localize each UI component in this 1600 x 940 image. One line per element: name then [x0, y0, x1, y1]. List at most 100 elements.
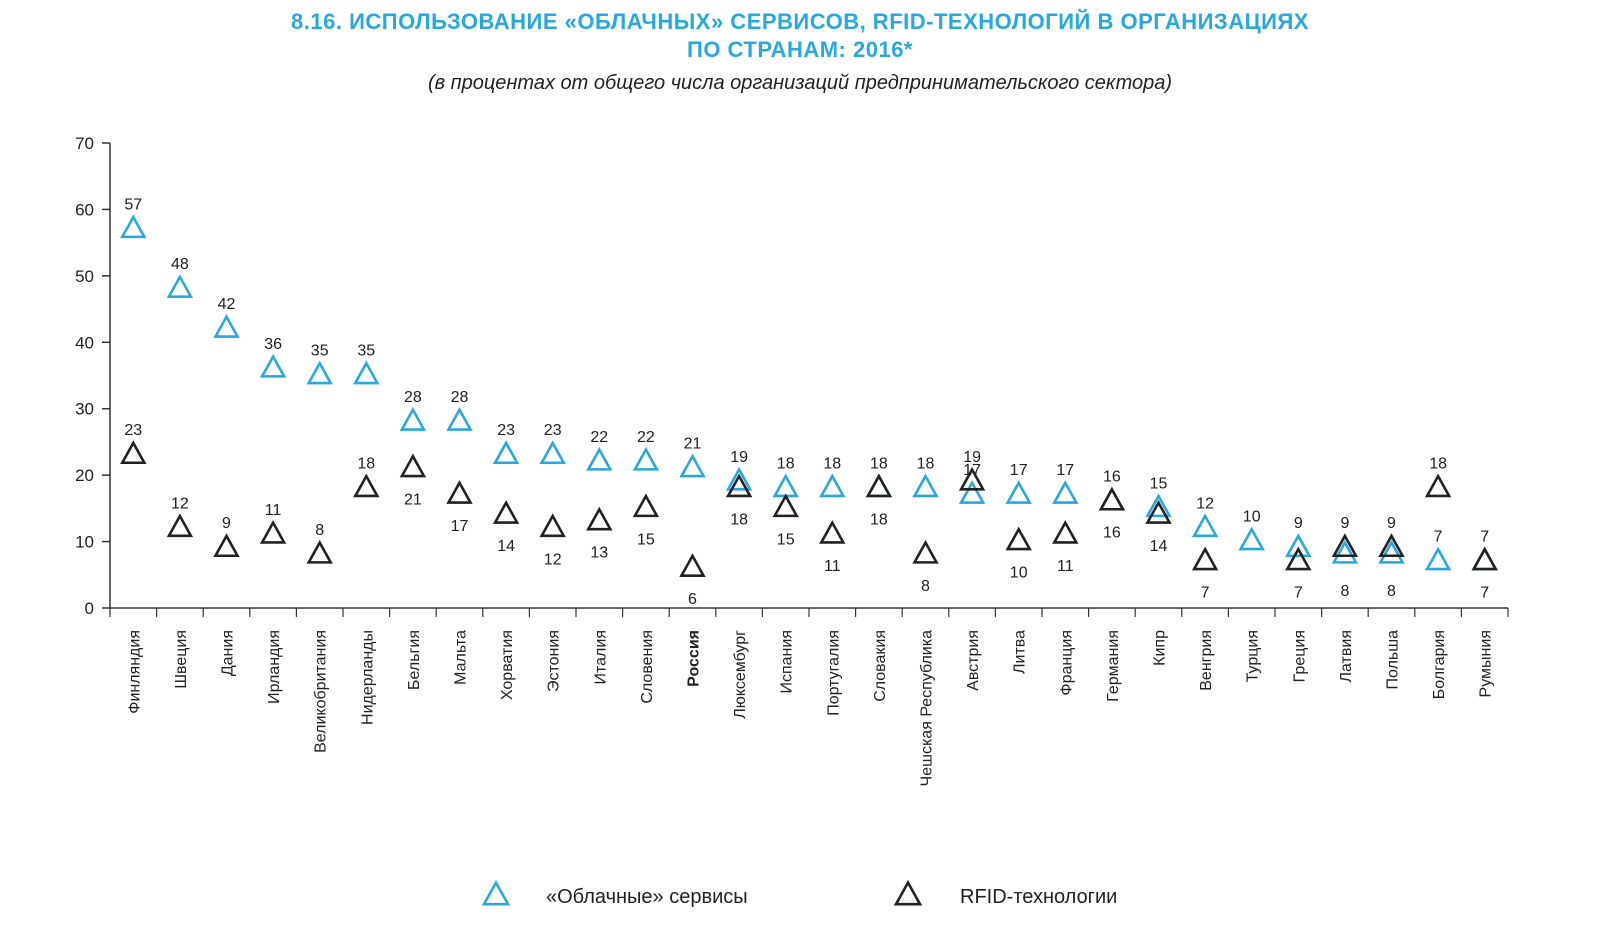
- category-label: Хорватия: [499, 630, 516, 700]
- y-tick-label: 10: [75, 533, 94, 552]
- cloud-point: [912, 473, 939, 498]
- cloud-point: [679, 453, 706, 478]
- category-label: Бельгия: [406, 630, 423, 690]
- category-label: Словения: [639, 630, 656, 704]
- cloud-point: [1424, 546, 1452, 571]
- rfid-point: [912, 539, 939, 564]
- cloud-value-label: 22: [590, 429, 608, 446]
- cloud-point: [1378, 539, 1405, 564]
- legend-item-cloud: «Облачные» сервисы: [481, 879, 748, 908]
- rfid-point: [213, 533, 240, 558]
- rfid-value-label: 23: [124, 422, 142, 439]
- cloud-value-label: 48: [171, 256, 189, 273]
- rfid-value-label: 21: [404, 492, 422, 509]
- rfid-point: [353, 473, 380, 498]
- rfid-point: [632, 493, 660, 518]
- cloud-point: [306, 360, 333, 385]
- rfid-point: [1471, 546, 1498, 571]
- rfid-point: [772, 493, 799, 518]
- category-label: Люксембург: [732, 630, 749, 719]
- cloud-point: [353, 360, 380, 385]
- category-label: Чешская Республика: [919, 630, 936, 787]
- rfid-point: [166, 513, 194, 538]
- chart-title-line2: ПО СТРАНАМ: 2016*: [687, 37, 913, 62]
- category-label: Латвия: [1338, 630, 1355, 682]
- category-label: Нидерланды: [359, 630, 376, 725]
- category-label: Эстония: [546, 630, 563, 692]
- cloud-value-label: 19: [730, 449, 748, 466]
- cloud-value-label: 35: [311, 343, 329, 360]
- legend-rfid-triangle-icon: [893, 879, 923, 906]
- cloud-value-label: 17: [1056, 462, 1074, 479]
- cloud-point: [1052, 480, 1079, 504]
- cloud-value-label: 17: [1010, 462, 1028, 479]
- category-label: Россия: [686, 630, 703, 687]
- cloud-value-label: 23: [544, 422, 562, 439]
- rfid-value-label: 14: [1150, 538, 1168, 555]
- legend: «Облачные» сервисы RFID-технологии: [481, 879, 1117, 908]
- chart-title-line1: 8.16. ИСПОЛЬЗОВАНИЕ «ОБЛАЧНЫХ» СЕРВИСОВ,…: [291, 9, 1309, 34]
- category-label: Мальта: [453, 630, 470, 685]
- y-tick-label: 0: [85, 599, 94, 618]
- rfid-value-label: 6: [688, 591, 697, 608]
- rfid-point: [1424, 473, 1452, 498]
- cloud-value-label: 16: [1103, 469, 1121, 486]
- rfid-value-label: 12: [544, 551, 562, 568]
- y-tick-label: 60: [75, 200, 94, 219]
- category-label: Франция: [1058, 630, 1075, 696]
- rfid-point: [1052, 519, 1079, 544]
- rfid-value-label: 11: [824, 558, 841, 575]
- category-label: Ирландия: [266, 630, 283, 704]
- rfid-value-label: 18: [730, 511, 748, 528]
- cloud-value-label: 7: [1480, 529, 1489, 546]
- extra-value-label: 8: [1387, 583, 1396, 600]
- cloud-point: [958, 480, 986, 504]
- rfid-point: [259, 519, 287, 544]
- cloud-point: [213, 314, 240, 338]
- cloud-value-label: 17: [963, 462, 981, 479]
- cloud-value-label: 21: [684, 436, 702, 453]
- category-label: Литва: [1012, 630, 1029, 674]
- rfid-value-label: 11: [1057, 558, 1074, 575]
- chart-subtitle: (в процентах от общего числа организаций…: [427, 72, 1173, 94]
- rfid-value-label: 14: [497, 538, 515, 555]
- rfid-point: [1331, 533, 1359, 558]
- title-block: 8.16. ИСПОЛЬЗОВАНИЕ «ОБЛАЧНЫХ» СЕРВИСОВ,…: [0, 0, 1600, 96]
- category-label: Финляндия: [126, 630, 143, 714]
- rfid-value-label: 15: [777, 531, 795, 548]
- legend-cloud-triangle-icon: [481, 879, 511, 906]
- cloud-point: [1331, 539, 1359, 564]
- rfid-point: [1098, 486, 1126, 511]
- rfid-value-label: 19: [963, 449, 981, 466]
- category-label: Австрия: [965, 630, 982, 691]
- rfid-point: [1285, 546, 1312, 571]
- cloud-point: [865, 473, 893, 498]
- category-label: Великобритания: [313, 630, 330, 753]
- rfid-value-label: 7: [1480, 585, 1489, 602]
- rfid-value-label: 17: [451, 518, 469, 535]
- y-tick-label: 50: [75, 267, 94, 286]
- rfid-point: [865, 473, 893, 498]
- cloud-series: [120, 214, 1498, 571]
- y-tick-label: 30: [75, 400, 94, 419]
- rfid-value-label: 9: [1387, 515, 1396, 532]
- rfid-value-label: 18: [870, 511, 888, 528]
- cloud-point: [632, 446, 660, 471]
- chart-axes: 0 10 20 30 40 50 60 70: [75, 134, 1509, 618]
- rfid-point: [1005, 526, 1032, 551]
- legend-item-rfid: RFID-технологии: [893, 879, 1117, 908]
- cloud-point: [492, 440, 520, 465]
- cloud-point: [819, 473, 846, 498]
- cloud-point: [1098, 486, 1126, 511]
- rfid-point: [586, 506, 613, 531]
- category-label: Турция: [1245, 630, 1262, 682]
- category-label: Польша: [1385, 630, 1402, 690]
- cloud-value-label: 18: [917, 455, 935, 472]
- rfid-value-label: 8: [315, 522, 324, 539]
- category-label: Швеция: [173, 630, 190, 689]
- cloud-point: [1005, 480, 1032, 504]
- cloud-point: [1191, 513, 1219, 538]
- rfid-point: [819, 519, 846, 544]
- cloud-value-label: 18: [777, 455, 795, 472]
